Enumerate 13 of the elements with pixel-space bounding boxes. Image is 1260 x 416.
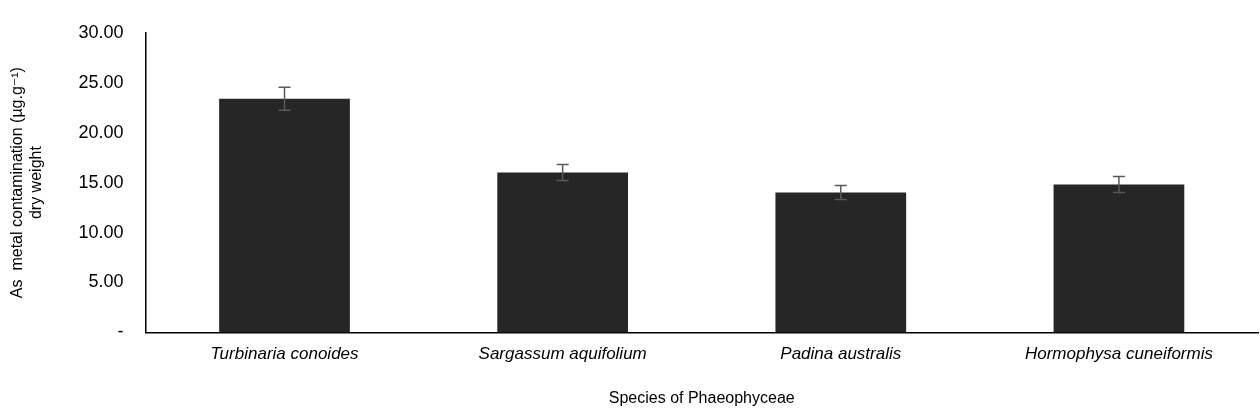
y-tick-label: -: [117, 321, 124, 342]
y-axis-title: As metal contamination (µg.g⁻¹) dry weight: [8, 67, 45, 299]
y-tick-label: 25.00: [78, 71, 124, 92]
x-tick-label: Hormophysa cuneiformis: [1024, 344, 1214, 364]
x-axis-title: Species of Phaeophyceae: [608, 388, 795, 406]
x-tick-label: Padina australis: [780, 344, 902, 364]
y-tick-label: 5.00: [88, 271, 124, 292]
y-tick-label: 30.00: [78, 21, 124, 42]
y-tick-label: 15.00: [78, 171, 124, 192]
y-tick-label: 20.00: [78, 121, 124, 142]
y-tick-label: 10.00: [78, 221, 124, 242]
x-tick-label: Turbinaria conoides: [210, 344, 360, 364]
x-tick-label: Sargassum aquifolium: [478, 344, 647, 364]
